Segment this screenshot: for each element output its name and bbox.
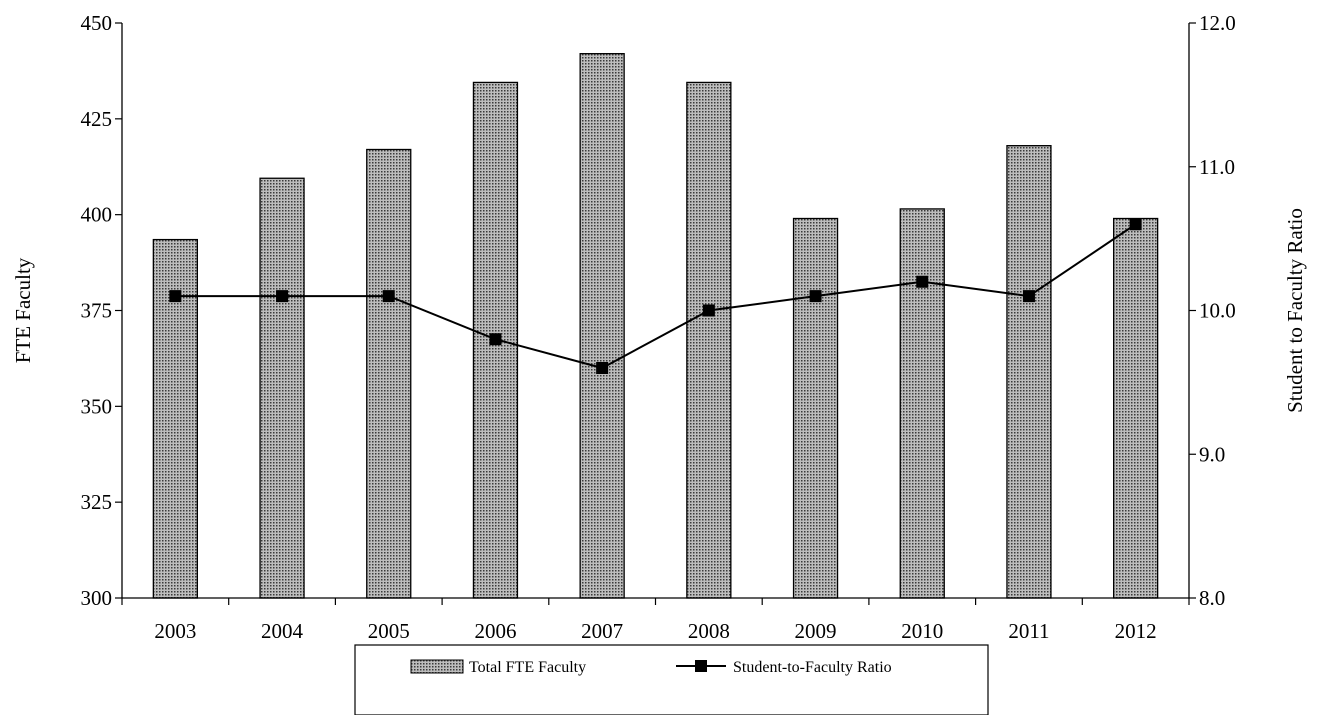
right-tick-label: 8.0 [1199, 586, 1225, 610]
left-tick-label: 300 [81, 586, 113, 610]
right-tick-label: 11.0 [1199, 155, 1235, 179]
legend-line-marker [695, 660, 707, 672]
bar-2012 [1113, 217, 1159, 599]
bar-2005 [366, 148, 412, 599]
x-tick-label: 2012 [1115, 619, 1157, 643]
ratio-marker-2007 [596, 362, 609, 374]
ratio-marker-2003 [169, 290, 182, 303]
ratio-marker-2004 [276, 290, 289, 303]
legend: Total FTE Faculty Student-to-Faculty Rati… [354, 644, 989, 715]
bar-2009 [792, 217, 839, 599]
x-tick-label: 2009 [795, 619, 837, 643]
bar-2011 [1006, 145, 1052, 599]
ratio-line [175, 223, 1137, 370]
left-tick-label: 350 [81, 394, 113, 418]
ratio-marker-2009 [809, 290, 822, 303]
bar-2008 [686, 81, 732, 599]
legend-bar-label: Total FTE Faculty [469, 659, 586, 676]
left-tick-label: 425 [81, 107, 113, 131]
ratio-marker-2010 [916, 275, 929, 288]
left-tick-label: 450 [81, 11, 113, 35]
ratio-marker-2006 [489, 333, 502, 346]
bar-2004 [259, 177, 305, 599]
legend-line-label: Student-to-Faculty Ratio [733, 659, 892, 676]
x-tick-label: 2008 [688, 619, 730, 643]
x-tick-label: 2011 [1008, 619, 1049, 643]
right-tick-label: 10.0 [1199, 299, 1236, 323]
plot-area: 300 325 350 375 400 425 450 8.0 9.0 10.0 11.0 12.0 2… [11, 11, 1307, 643]
bar-2010 [899, 208, 945, 599]
ratio-marker-2011 [1022, 290, 1035, 303]
x-tick-label: 2010 [901, 619, 943, 643]
ratio-marker-2012 [1129, 218, 1142, 231]
right-axis-title: Student to Faculty Ratio [1283, 208, 1307, 413]
legend-bar-swatch [410, 659, 464, 674]
x-tick-label: 2005 [368, 619, 410, 643]
bar-2007 [579, 53, 625, 599]
left-tick-label: 325 [81, 490, 113, 514]
x-tick-label: 2004 [261, 619, 304, 643]
ratio-marker-2005 [382, 290, 395, 303]
left-tick-label: 400 [81, 203, 113, 227]
ratio-marker-2008 [702, 304, 715, 317]
x-tick-label: 2006 [474, 619, 516, 643]
right-tick-label: 12.0 [1199, 11, 1236, 35]
left-tick-label: 375 [81, 299, 113, 323]
right-tick-label: 9.0 [1199, 442, 1225, 466]
x-tick-label: 2003 [154, 619, 196, 643]
x-tick-label: 2007 [581, 619, 623, 643]
left-axis-title: FTE Faculty [11, 257, 35, 363]
legend-box [354, 644, 989, 715]
